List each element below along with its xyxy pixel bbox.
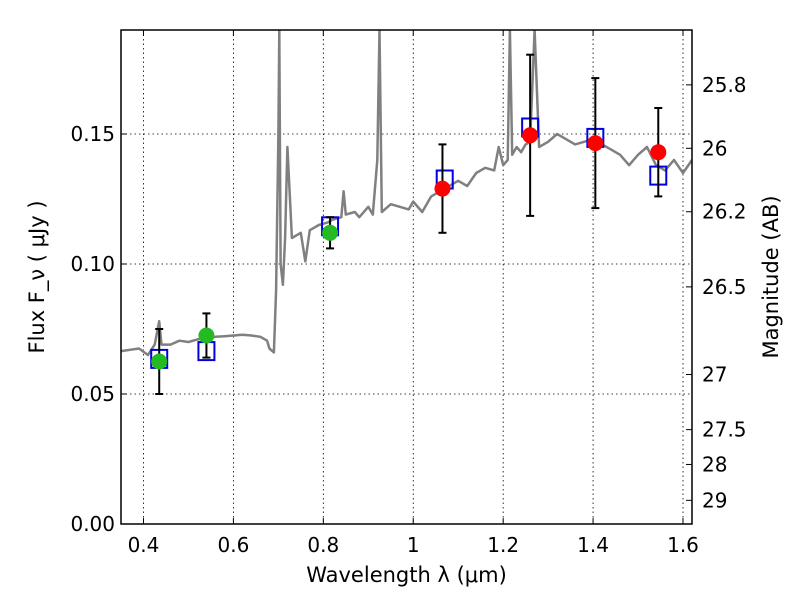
- x-tick-label: 1.2: [487, 533, 519, 557]
- x-tick-label: 1: [407, 533, 420, 557]
- plot-frame: [120, 29, 693, 525]
- y-axis-label: Flux F_ν ( μJy ): [25, 200, 50, 353]
- right-tick-label: 29: [702, 488, 727, 512]
- right-tick-label: 27: [702, 363, 727, 387]
- x-axis-label: Wavelength λ (μm): [306, 563, 507, 587]
- right-tick-label: 26: [702, 136, 727, 160]
- x-tick-label: 0.6: [217, 533, 249, 557]
- x-tick-label: 1.4: [577, 533, 609, 557]
- photometry-point: [587, 135, 604, 152]
- y-tick-label: 0.05: [70, 382, 115, 406]
- photometry-point: [198, 327, 215, 344]
- right-tick-label: 26.5: [702, 275, 747, 299]
- grid: [121, 30, 692, 524]
- photometry-point: [650, 144, 667, 161]
- spectrum-line: [121, 30, 692, 357]
- right-axis-label: Magnitude (AB): [759, 195, 783, 358]
- right-tick-label: 28: [702, 452, 727, 476]
- y-axis-label-text: Flux F_ν ( μJy ): [25, 200, 50, 353]
- spectrum-layer: [121, 30, 692, 357]
- y-tick-label: 0.00: [70, 512, 115, 536]
- right-tick-label: 27.5: [702, 418, 747, 442]
- x-tick-label: 0.4: [128, 533, 160, 557]
- photometry-point: [151, 353, 168, 370]
- ticks-layer: 0.4 0.6 0.8 1 1.2 1.4 1.6 0.00 0.05 0.10 0.15 25.8 2…: [70, 30, 747, 557]
- right-tick-label: 25.8: [702, 73, 747, 97]
- photometry-point: [522, 127, 539, 144]
- photometry-point: [434, 180, 451, 197]
- x-tick-label: 0.8: [307, 533, 339, 557]
- right-tick-label: 26.2: [702, 200, 747, 224]
- y-tick-label: 0.10: [70, 252, 115, 276]
- x-tick-label: 1.6: [667, 533, 699, 557]
- markers-layer: [150, 53, 668, 395]
- y-tick-label: 0.15: [70, 122, 115, 146]
- photometry-point: [322, 224, 339, 241]
